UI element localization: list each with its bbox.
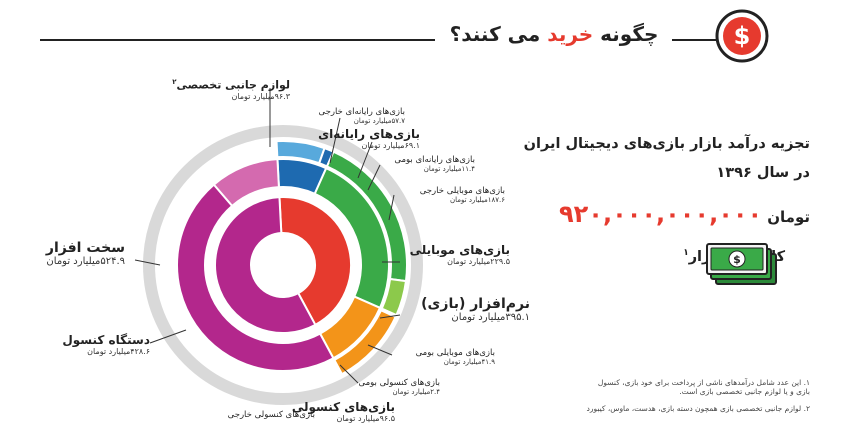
center-hole bbox=[250, 232, 316, 298]
label-pc-local: بازی‌های رایانه‌ای بومی ۱۱.۴میلیارد توما… bbox=[394, 155, 475, 173]
outer-segment-5 bbox=[333, 308, 397, 376]
footnote-1: ۱. این عدد شامل درآمدهای ناشی از پرداخت … bbox=[597, 378, 810, 396]
dollar-circle-icon: $ bbox=[715, 9, 769, 63]
leader-line-6 bbox=[379, 314, 401, 319]
leader-line-8 bbox=[339, 364, 359, 384]
middle-segment-3 bbox=[176, 183, 335, 372]
header-rule-right bbox=[672, 39, 717, 41]
label-accessories: لوازم جانبی تخصصی۲ ۹۶.۳میلیارد تومان bbox=[172, 78, 290, 101]
label-console-foreign: بازی‌های کنسولی خارجی bbox=[227, 410, 315, 420]
footnote-2: ۲. لوازم جانبی تخصصی بازی همچون دسته باز… bbox=[586, 404, 810, 413]
label-mobile-foreign: بازی‌های موبایلی خارجی ۱۸۷.۶میلیارد توما… bbox=[419, 186, 505, 204]
leader-line-2 bbox=[357, 141, 373, 179]
label-mobile-local: بازی‌های موبایلی بومی ۴۱.۹میلیارد تومان bbox=[415, 348, 495, 366]
label-software: نرم‌افزار (بازی) ۳۹۵.۱میلیارد تومان bbox=[421, 296, 530, 323]
money-bill-icon: $ bbox=[706, 243, 777, 285]
svg-text:$: $ bbox=[733, 253, 741, 266]
leader-line-9 bbox=[134, 259, 161, 266]
leader-line-7 bbox=[367, 344, 393, 356]
label-pc-foreign: بازی‌های رایانه‌ای خارجی ۵۷.۷میلیارد توم… bbox=[318, 107, 406, 125]
svg-text:$: $ bbox=[734, 22, 751, 50]
leader-line-10 bbox=[149, 329, 187, 344]
summary-line1: تجزیه درآمد بازار بازی‌های دیجیتال ایران bbox=[523, 136, 810, 152]
label-console-local: بازی‌های کنسولی بومی ۲.۴میلیارد تومان bbox=[358, 378, 441, 396]
ring-gap bbox=[203, 185, 363, 345]
market-amount: تومان ۹۲۰,۰۰۰,۰۰۰,۰۰۰ bbox=[559, 200, 810, 228]
label-console-device: دستگاه کنسول ۴۲۸.۶میلیارد تومان bbox=[62, 333, 150, 356]
leader-line-3 bbox=[367, 164, 381, 191]
label-console: بازی‌های کنسولی ۹۶.۵میلیارد تومان bbox=[291, 400, 395, 423]
middle-segment-4 bbox=[212, 158, 280, 208]
header-rule-left bbox=[40, 39, 435, 41]
leader-line-4 bbox=[388, 194, 395, 221]
label-hardware: سخت افزار ۵۲۴.۹میلیارد تومان bbox=[45, 240, 125, 267]
summary-line2: در سال ۱۳۹۶ bbox=[716, 165, 810, 181]
leader-line-1 bbox=[329, 117, 341, 164]
page-title: چگونه خرید می کنند؟ bbox=[449, 22, 659, 46]
label-mobile: بازی‌های موبایلی ۲۲۹.۵میلیارد تومان bbox=[409, 243, 510, 266]
label-pc: بازی‌های رایانه‌ای ۶۹.۱میلیارد تومان bbox=[318, 127, 420, 150]
